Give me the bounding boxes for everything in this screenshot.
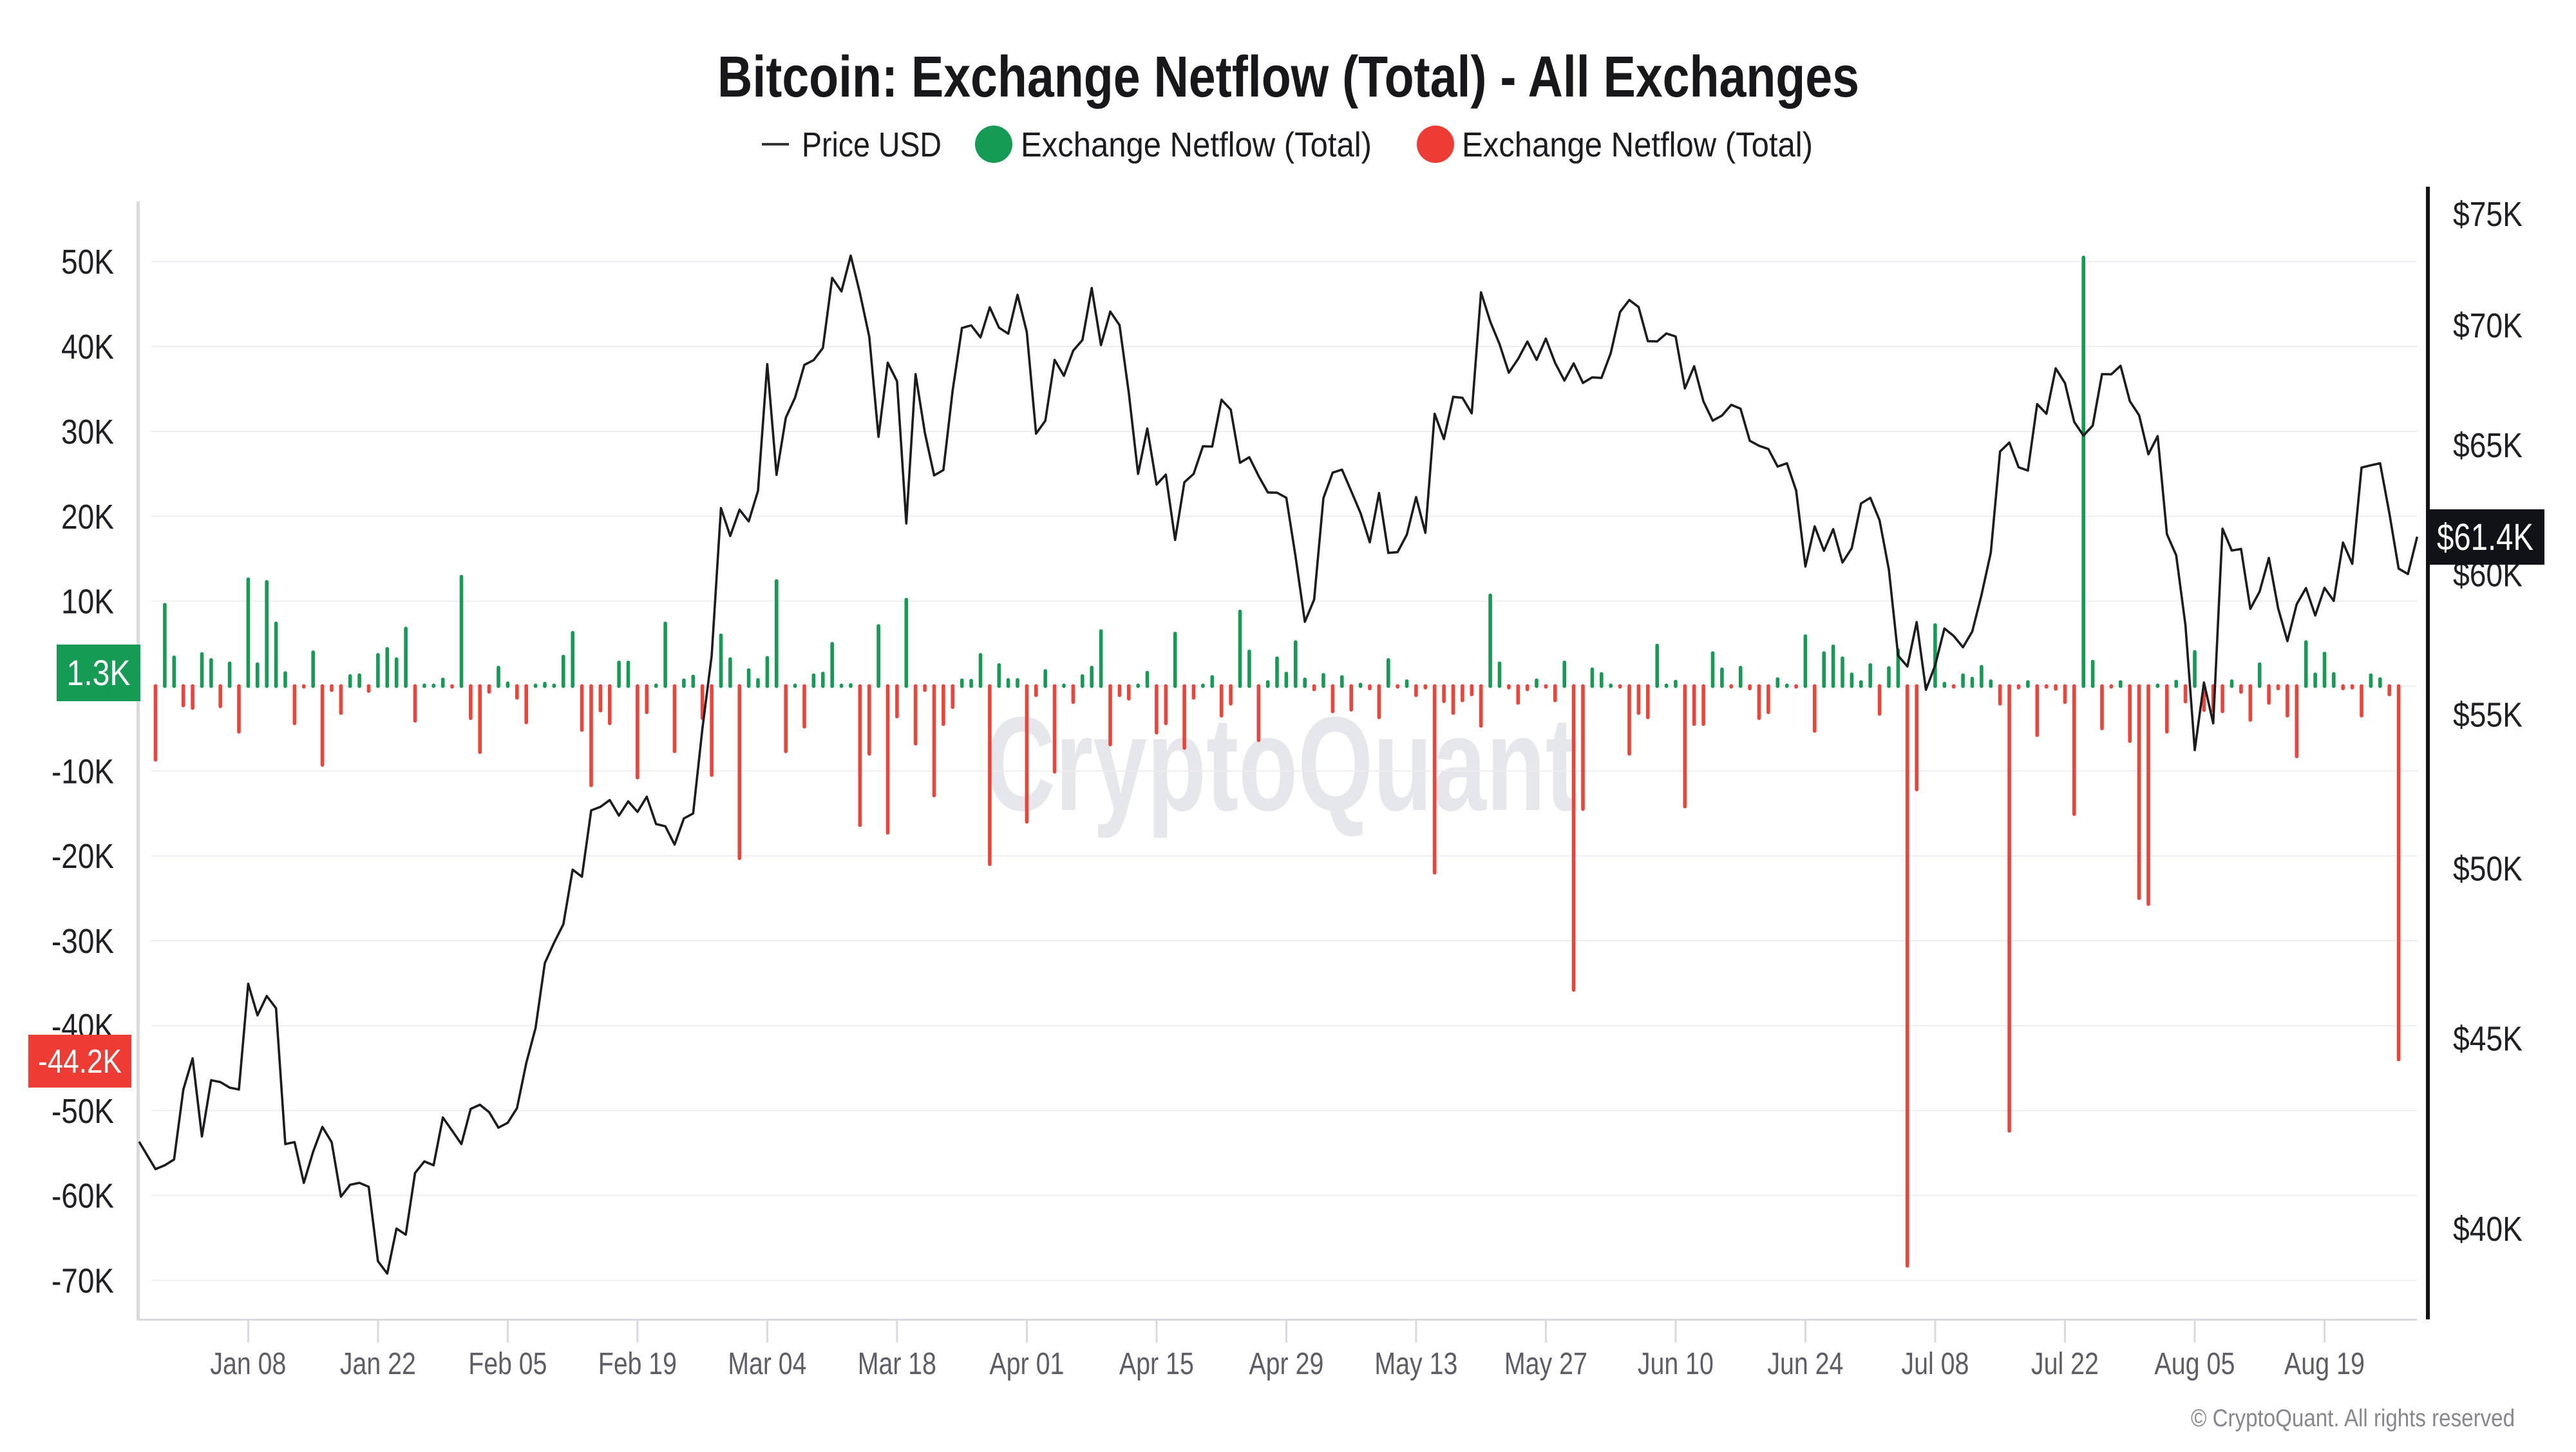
svg-text:Apr 15: Apr 15 <box>1119 1347 1194 1381</box>
svg-text:Jul 22: Jul 22 <box>2031 1347 2099 1381</box>
svg-text:-20K: -20K <box>52 837 114 876</box>
svg-text:$45K: $45K <box>2453 1020 2523 1059</box>
svg-text:$55K: $55K <box>2453 696 2523 735</box>
svg-text:Apr 01: Apr 01 <box>989 1347 1064 1381</box>
svg-text:$40K: $40K <box>2453 1210 2523 1249</box>
svg-text:Jan 22: Jan 22 <box>340 1347 416 1381</box>
svg-text:Aug 05: Aug 05 <box>2154 1347 2235 1381</box>
svg-text:40K: 40K <box>61 328 114 366</box>
svg-text:CryptoQuant: CryptoQuant <box>985 690 1578 839</box>
svg-text:Feb 19: Feb 19 <box>598 1347 677 1381</box>
svg-text:Exchange Netflow (Total): Exchange Netflow (Total) <box>1021 126 1372 164</box>
svg-text:$65K: $65K <box>2453 426 2523 465</box>
svg-text:-10K: -10K <box>52 752 114 791</box>
svg-text:Jun 24: Jun 24 <box>1767 1347 1843 1381</box>
svg-text:May 27: May 27 <box>1504 1347 1587 1381</box>
svg-text:$50K: $50K <box>2453 850 2523 889</box>
svg-text:Jan 08: Jan 08 <box>210 1347 286 1381</box>
svg-text:-30K: -30K <box>52 922 114 961</box>
svg-text:20K: 20K <box>61 498 114 536</box>
svg-text:$70K: $70K <box>2453 306 2523 345</box>
svg-text:Exchange Netflow (Total): Exchange Netflow (Total) <box>1462 126 1813 164</box>
svg-text:-44.2K: -44.2K <box>38 1043 122 1080</box>
svg-text:$75K: $75K <box>2453 195 2523 234</box>
svg-text:Bitcoin: Exchange Netflow (Tot: Bitcoin: Exchange Netflow (Total) - All … <box>717 45 1859 109</box>
svg-text:$61.4K: $61.4K <box>2437 516 2533 558</box>
svg-text:Jun 10: Jun 10 <box>1638 1347 1714 1381</box>
svg-text:Apr 29: Apr 29 <box>1249 1347 1323 1381</box>
svg-text:50K: 50K <box>61 243 114 281</box>
svg-text:Mar 18: Mar 18 <box>858 1347 936 1381</box>
svg-text:Price USD: Price USD <box>802 126 942 164</box>
svg-text:Mar 04: Mar 04 <box>728 1347 806 1381</box>
svg-text:Aug 19: Aug 19 <box>2284 1347 2365 1381</box>
svg-text:-60K: -60K <box>52 1177 114 1216</box>
svg-text:10K: 10K <box>61 583 114 621</box>
svg-text:-70K: -70K <box>52 1262 114 1301</box>
svg-text:Feb 05: Feb 05 <box>468 1347 547 1381</box>
svg-text:30K: 30K <box>61 413 114 451</box>
svg-text:-50K: -50K <box>52 1092 114 1131</box>
svg-text:© CryptoQuant. All rights rese: © CryptoQuant. All rights reserved <box>2191 1405 2515 1432</box>
svg-text:Jul 08: Jul 08 <box>1901 1347 1969 1381</box>
svg-text:May 13: May 13 <box>1374 1347 1457 1381</box>
svg-text:1.3K: 1.3K <box>67 652 131 693</box>
